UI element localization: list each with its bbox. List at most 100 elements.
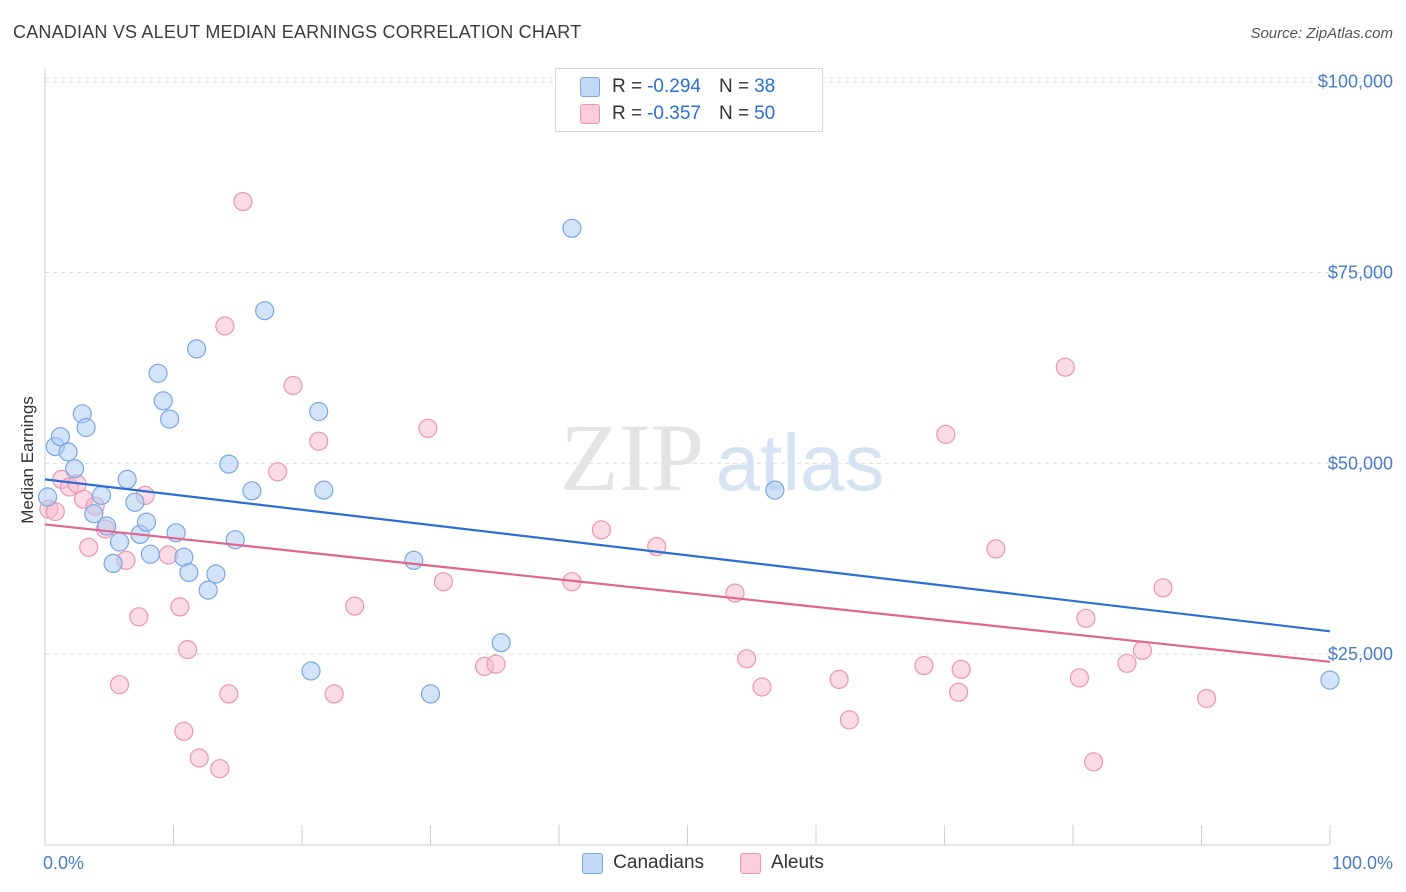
- data-point-aleuts: [591, 520, 612, 540]
- correlation-legend: R = -0.294 N = 38 R = -0.357 N = 50: [555, 68, 823, 132]
- legend-n-value: 38: [754, 76, 776, 97]
- legend-r-label: R =: [612, 103, 643, 124]
- y-tick-label: $75,000: [1328, 263, 1393, 283]
- data-point-aleuts: [170, 597, 190, 617]
- data-point-canadians: [242, 481, 262, 501]
- data-point-aleuts: [189, 748, 209, 768]
- trend-line-canadians: [44, 478, 1331, 633]
- data-point-canadians: [140, 544, 160, 564]
- data-point-aleuts: [79, 537, 99, 557]
- data-point-canadians: [109, 532, 130, 552]
- data-point-canadians: [125, 492, 145, 512]
- data-point-aleuts: [433, 572, 453, 592]
- data-point-canadians: [198, 580, 218, 600]
- data-point-aleuts: [210, 759, 230, 779]
- data-point-canadians: [91, 485, 112, 505]
- data-point-aleuts: [283, 375, 303, 396]
- data-point-canadians: [179, 562, 199, 583]
- data-point-aleuts: [948, 682, 969, 702]
- legend-r-value: -0.294: [647, 76, 701, 97]
- legend-r-value: -0.357: [647, 103, 701, 124]
- data-point-canadians: [50, 427, 71, 447]
- watermark: ZIP atlas: [560, 404, 884, 511]
- tick-labels: $25,000 $50,000 $75,000 $100,000 0.0% 100.0% M…: [18, 72, 1393, 873]
- data-point-aleuts: [233, 192, 253, 212]
- data-point-canadians: [148, 363, 168, 383]
- data-point-canadians: [301, 661, 321, 681]
- data-point-aleuts: [324, 684, 344, 704]
- data-point-canadians: [103, 553, 123, 574]
- data-point-canadians: [187, 339, 207, 359]
- data-point-aleuts: [752, 677, 772, 697]
- data-point-aleuts: [1055, 357, 1075, 377]
- data-point-aleuts: [486, 654, 506, 674]
- legend-label-canadians: Canadians: [613, 852, 705, 873]
- data-point-aleuts: [829, 669, 849, 690]
- data-point-aleuts: [309, 431, 329, 451]
- data-point-canadians: [117, 469, 137, 489]
- legend-item-aleuts[interactable]: Aleuts: [740, 852, 824, 874]
- data-point-aleuts: [1076, 608, 1096, 628]
- legend-swatch-aleuts: [580, 104, 600, 124]
- data-point-canadians: [219, 454, 239, 474]
- data-point-canadians: [255, 301, 275, 321]
- data-point-canadians: [420, 684, 441, 704]
- data-point-aleuts: [986, 539, 1006, 559]
- data-point-canadians: [160, 409, 180, 429]
- data-point-aleuts: [129, 607, 149, 627]
- legend-label-aleuts: Aleuts: [771, 852, 824, 873]
- legend-n-value: 50: [754, 103, 776, 124]
- legend-swatch-canadians: [580, 77, 600, 97]
- watermark-zip: ZIP: [560, 404, 704, 511]
- legend-swatch-aleuts: [740, 852, 762, 874]
- data-point-aleuts: [174, 721, 194, 741]
- data-point-aleuts: [345, 596, 365, 616]
- data-point-canadians: [562, 218, 582, 238]
- source-label: Source: ZipAtlas.com: [1250, 25, 1393, 42]
- legend-n-label: N =: [718, 76, 750, 97]
- data-point-aleuts: [951, 659, 971, 680]
- data-point-canadians: [84, 504, 104, 524]
- trend-line-aleuts: [44, 523, 1331, 663]
- series-legend: Canadians Aleuts: [0, 852, 1406, 874]
- data-point-canadians: [314, 480, 334, 500]
- data-point-canadians: [765, 480, 785, 500]
- data-point-canadians: [491, 633, 511, 653]
- y-axis-label: Median Earnings: [18, 396, 37, 524]
- data-point-aleuts: [1132, 640, 1153, 661]
- y-tick-label: $25,000: [1328, 644, 1393, 664]
- data-point-canadians: [64, 459, 85, 479]
- data-point-canadians: [136, 512, 157, 532]
- data-point-aleuts: [1069, 668, 1090, 688]
- data-point-aleuts: [736, 649, 757, 669]
- x-tick-label: 100.0%: [1332, 853, 1393, 873]
- data-point-aleuts: [268, 462, 288, 482]
- data-point-canadians: [58, 442, 78, 462]
- chart-title: CANADIAN VS ALEUT MEDIAN EARNINGS CORREL…: [13, 22, 582, 42]
- data-point-aleuts: [839, 710, 860, 730]
- trend-lines: [44, 478, 1331, 663]
- legend-item-canadians[interactable]: Canadians: [582, 852, 704, 874]
- data-point-aleuts: [215, 316, 235, 336]
- data-point-aleuts: [1153, 578, 1173, 598]
- data-point-canadians: [76, 417, 96, 438]
- data-point-canadians: [309, 401, 329, 422]
- data-point-aleuts: [1083, 752, 1104, 772]
- legend-swatch-canadians: [582, 852, 604, 874]
- data-point-canadians: [1320, 670, 1340, 690]
- data-point-aleuts: [936, 424, 956, 444]
- legend-r-label: R =: [612, 76, 643, 97]
- x-tick-label: 0.0%: [43, 853, 84, 873]
- data-point-aleuts: [178, 639, 198, 660]
- series-canadians: [37, 218, 1340, 704]
- axis-layer: [44, 68, 1331, 846]
- data-point-canadians: [153, 391, 173, 411]
- data-point-aleuts: [109, 675, 130, 695]
- y-tick-label: $100,000: [1318, 72, 1393, 92]
- data-point-aleuts: [1117, 653, 1137, 673]
- data-point-aleuts: [1196, 688, 1217, 709]
- data-point-canadians: [37, 487, 58, 507]
- data-point-aleuts: [219, 684, 239, 704]
- grid-layer: [45, 77, 1392, 655]
